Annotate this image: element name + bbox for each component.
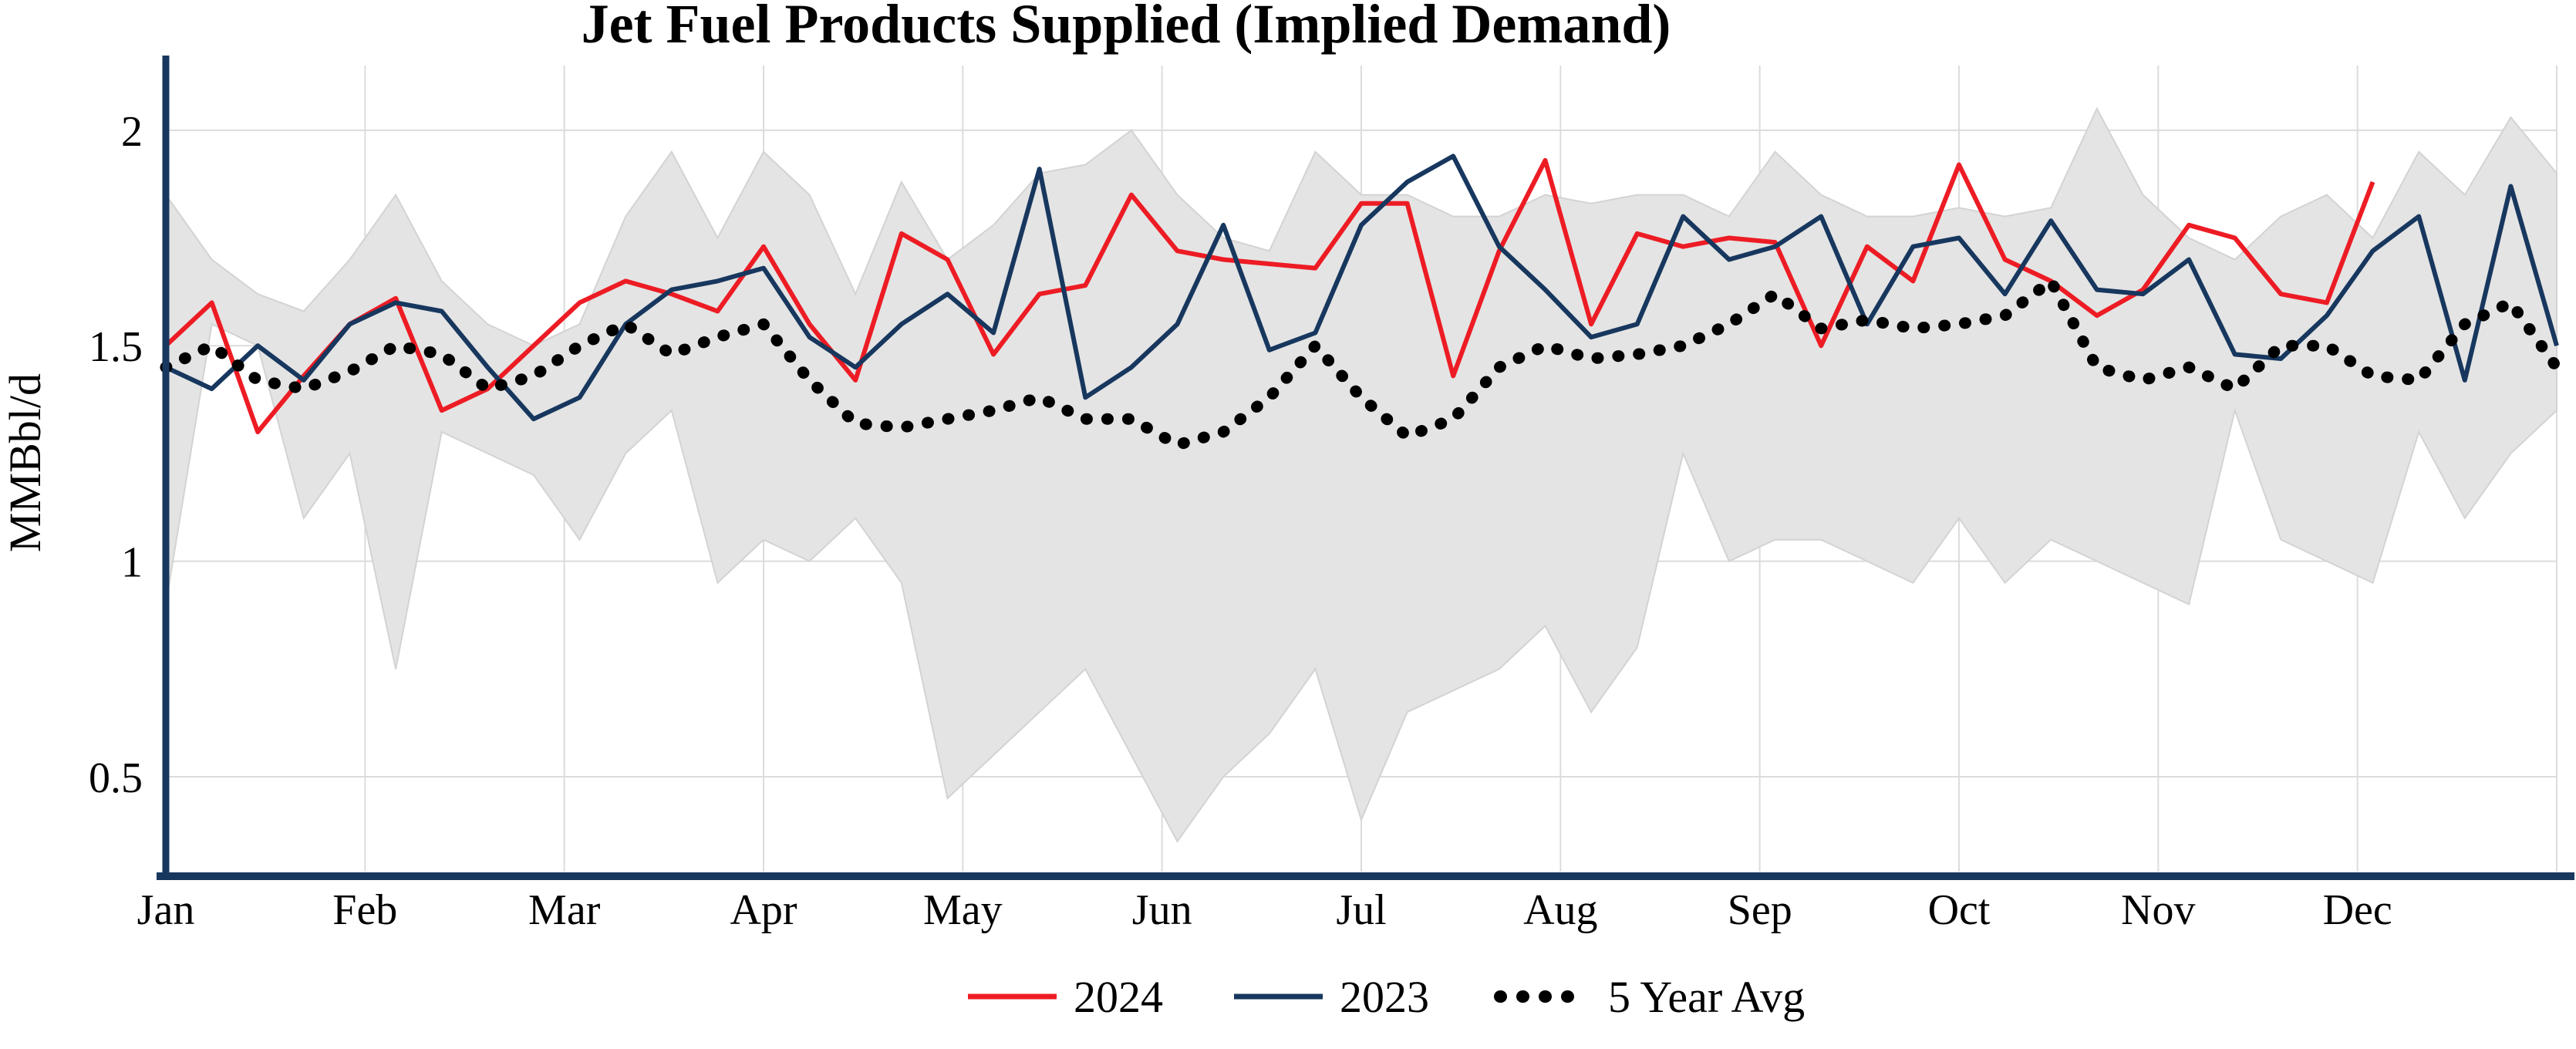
x-tick-label: Jan xyxy=(137,886,195,934)
legend: 2024 2023 5 Year Avg xyxy=(968,972,1805,1022)
five-year-range-band xyxy=(165,106,2557,843)
y-tick-label: 1.5 xyxy=(89,323,143,371)
five-year-range-band-layer xyxy=(165,106,2557,843)
series-line-2023 xyxy=(164,153,2559,422)
x-tick-label: Apr xyxy=(730,886,797,934)
legend-2023-label: 2023 xyxy=(1340,972,1429,1022)
legend-2024-label: 2024 xyxy=(1074,972,1163,1022)
y-tick-label: 2 xyxy=(121,108,143,156)
x-tick-label: Dec xyxy=(2323,886,2392,934)
legend-5yr-avg-label: 5 Year Avg xyxy=(1608,972,1805,1022)
x-tick-label: Feb xyxy=(332,886,397,934)
y-axis-label: MMBbl/d xyxy=(0,373,50,552)
axes-layer xyxy=(157,56,2574,880)
series-lines-layer xyxy=(160,153,2563,451)
y-tick-label: 0.5 xyxy=(89,754,143,802)
y-tick-label: 1 xyxy=(121,539,143,587)
x-tick-label: Jun xyxy=(1132,886,1192,934)
x-tick-label: Sep xyxy=(1728,886,1792,934)
tick-labels-layer: 2 1.5 1 0.5 Jan Feb Mar Apr May Jun Jul Aug Sep Oct No… xyxy=(89,108,2392,934)
x-tick-label: Nov xyxy=(2121,886,2195,934)
x-tick-label: Jul xyxy=(1336,886,1386,934)
x-tick-label: Mar xyxy=(528,886,601,934)
chart-title: Jet Fuel Products Supplied (Implied Dema… xyxy=(582,0,1671,55)
x-tick-label: May xyxy=(923,886,1003,934)
x-tick-label: Aug xyxy=(1523,886,1597,934)
series-line-2024 xyxy=(164,157,2375,434)
x-tick-label: Oct xyxy=(1928,886,1991,934)
